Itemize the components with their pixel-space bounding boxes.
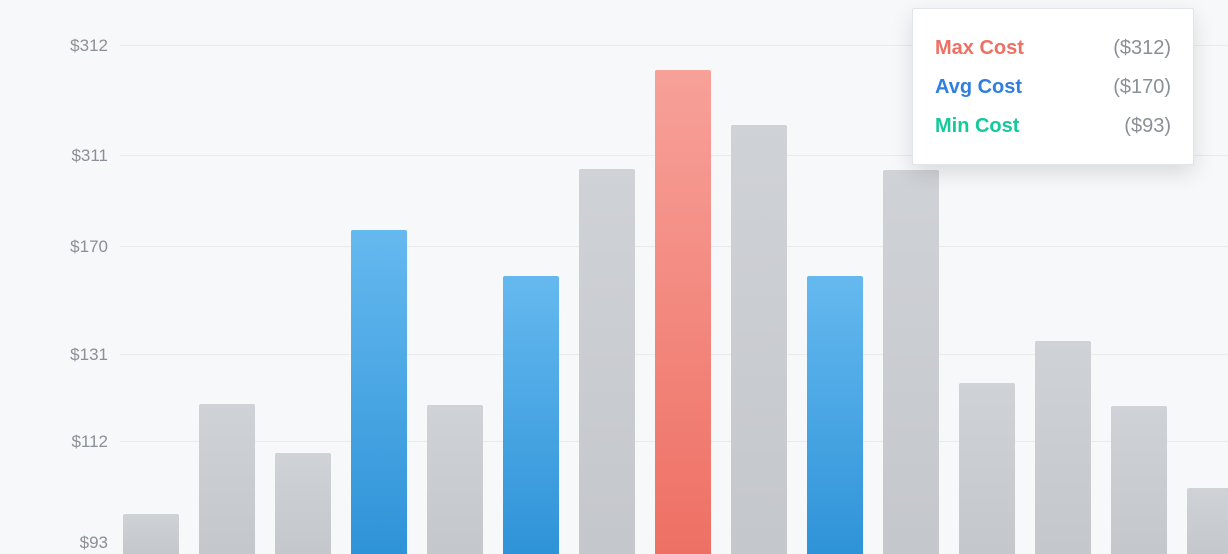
y-axis-label: $312	[28, 36, 108, 56]
y-axis-label: $93	[28, 533, 108, 553]
bar	[1111, 406, 1167, 554]
legend-label-max: Max Cost	[935, 37, 1024, 60]
y-axis-label: $170	[28, 237, 108, 257]
y-axis-label: $311	[28, 146, 108, 166]
y-axis-label: $112	[28, 432, 108, 452]
bar-avg	[503, 276, 559, 554]
bar-avg	[807, 276, 863, 554]
bar	[427, 405, 483, 554]
bar	[275, 453, 331, 554]
cost-legend: Max Cost ($312) Avg Cost ($170) Min Cost…	[912, 8, 1194, 165]
y-axis-label: $131	[28, 345, 108, 365]
legend-row-max: Max Cost ($312)	[935, 29, 1171, 68]
bar	[883, 170, 939, 554]
bar-avg	[351, 230, 407, 554]
bar-max	[655, 70, 711, 554]
bar	[123, 514, 179, 554]
legend-label-min: Min Cost	[935, 115, 1019, 138]
legend-value-avg: ($170)	[1113, 76, 1171, 99]
legend-row-min: Min Cost ($93)	[935, 107, 1171, 146]
legend-value-min: ($93)	[1124, 115, 1171, 138]
bar	[199, 404, 255, 554]
bar	[959, 383, 1015, 554]
bar	[1035, 341, 1091, 554]
legend-label-avg: Avg Cost	[935, 76, 1022, 99]
cost-bar-chart: $312 $311 $170 $131 $112 $93	[0, 0, 1228, 554]
legend-value-max: ($312)	[1113, 37, 1171, 60]
bar	[731, 125, 787, 554]
legend-row-avg: Avg Cost ($170)	[935, 68, 1171, 107]
bar	[579, 169, 635, 554]
bar	[1187, 488, 1228, 554]
